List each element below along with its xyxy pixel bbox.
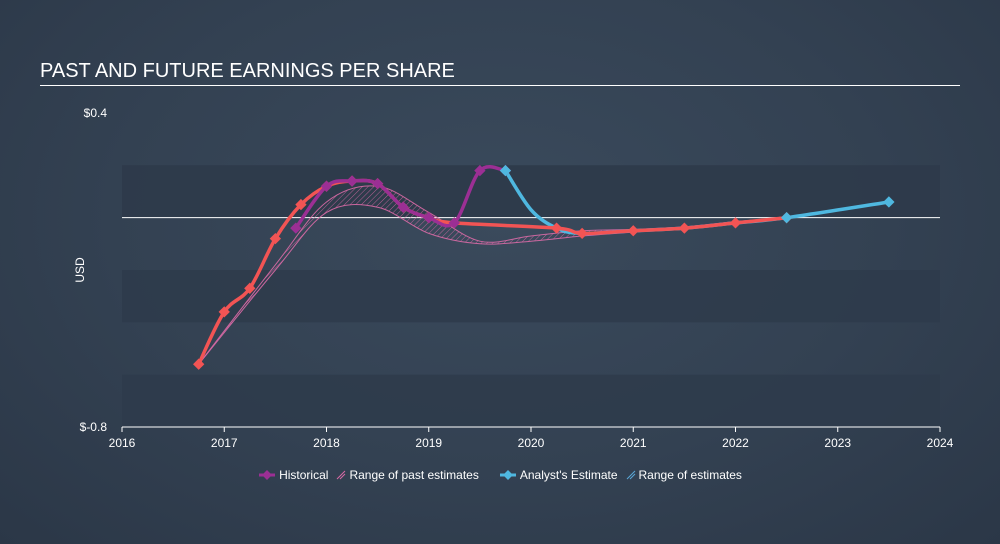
legend-label-range-estimates: Range of estimates xyxy=(638,468,742,482)
historical-marker xyxy=(397,201,409,213)
range-past-swatch-icon xyxy=(337,470,346,480)
historical-swatch-icon xyxy=(259,470,276,480)
historical-marker xyxy=(290,222,302,234)
historical-marker xyxy=(423,212,435,224)
y-axis-label: USD xyxy=(73,257,87,283)
historical-marker xyxy=(448,217,460,229)
legend-label-range-past: Range of past estimates xyxy=(349,468,479,482)
y-tick-label: $0.4 xyxy=(84,106,108,120)
analyst-marker xyxy=(499,164,512,177)
legend-item-analyst[interactable]: Analyst's Estimate xyxy=(499,468,618,482)
x-tick-label: 2021 xyxy=(620,436,647,450)
x-tick-label: 2019 xyxy=(415,436,442,450)
chart-title: PAST AND FUTURE EARNINGS PER SHARE xyxy=(40,60,455,82)
legend-item-range-past[interactable]: Range of past estimates xyxy=(336,468,479,482)
legend-item-historical[interactable]: Historical xyxy=(258,468,328,482)
reported-marker xyxy=(218,306,230,318)
title-underline xyxy=(40,85,960,86)
analyst-swatch-icon xyxy=(499,470,516,480)
x-tick-label: 2023 xyxy=(824,436,851,450)
background-band xyxy=(122,270,940,323)
historical-marker xyxy=(474,164,486,177)
x-tick-label: 2020 xyxy=(518,436,545,450)
y-axis: $0.4 $-0.8 USD xyxy=(73,106,107,434)
reported-marker xyxy=(576,227,588,240)
x-tick-label: 2022 xyxy=(722,436,749,450)
historical-marker xyxy=(320,180,333,192)
historical-marker xyxy=(346,175,358,187)
reported-marker xyxy=(678,222,691,234)
x-tick-label: 2018 xyxy=(313,436,340,450)
y-tick-label: $-0.8 xyxy=(80,420,108,434)
x-tick-label: 2016 xyxy=(109,436,136,450)
analyst-marker xyxy=(883,196,895,208)
reported-marker xyxy=(295,198,307,211)
legend-label-historical: Historical xyxy=(279,468,329,482)
reported-marker xyxy=(627,225,639,237)
series-markers xyxy=(193,164,895,370)
range-estimates-swatch-icon xyxy=(626,470,635,480)
reported-marker xyxy=(193,358,205,370)
reported-marker xyxy=(269,232,282,245)
reported-marker xyxy=(244,282,256,294)
legend-label-analyst: Analyst's Estimate xyxy=(519,468,618,482)
x-tick-label: 2024 xyxy=(927,436,954,450)
x-axis: 2016 2017 2018 2019 2020 2021 2022 2023 2024 xyxy=(109,426,954,450)
x-tick-label: 2017 xyxy=(211,436,238,450)
chart-legend: Historical Range of past estimates Analy… xyxy=(0,468,1000,482)
reported-marker xyxy=(550,222,563,234)
analyst-marker xyxy=(780,212,793,224)
historical-marker xyxy=(371,177,384,190)
background-band xyxy=(122,374,940,427)
legend-item-range-estimates[interactable]: Range of estimates xyxy=(626,468,742,482)
reported-marker xyxy=(729,217,742,229)
